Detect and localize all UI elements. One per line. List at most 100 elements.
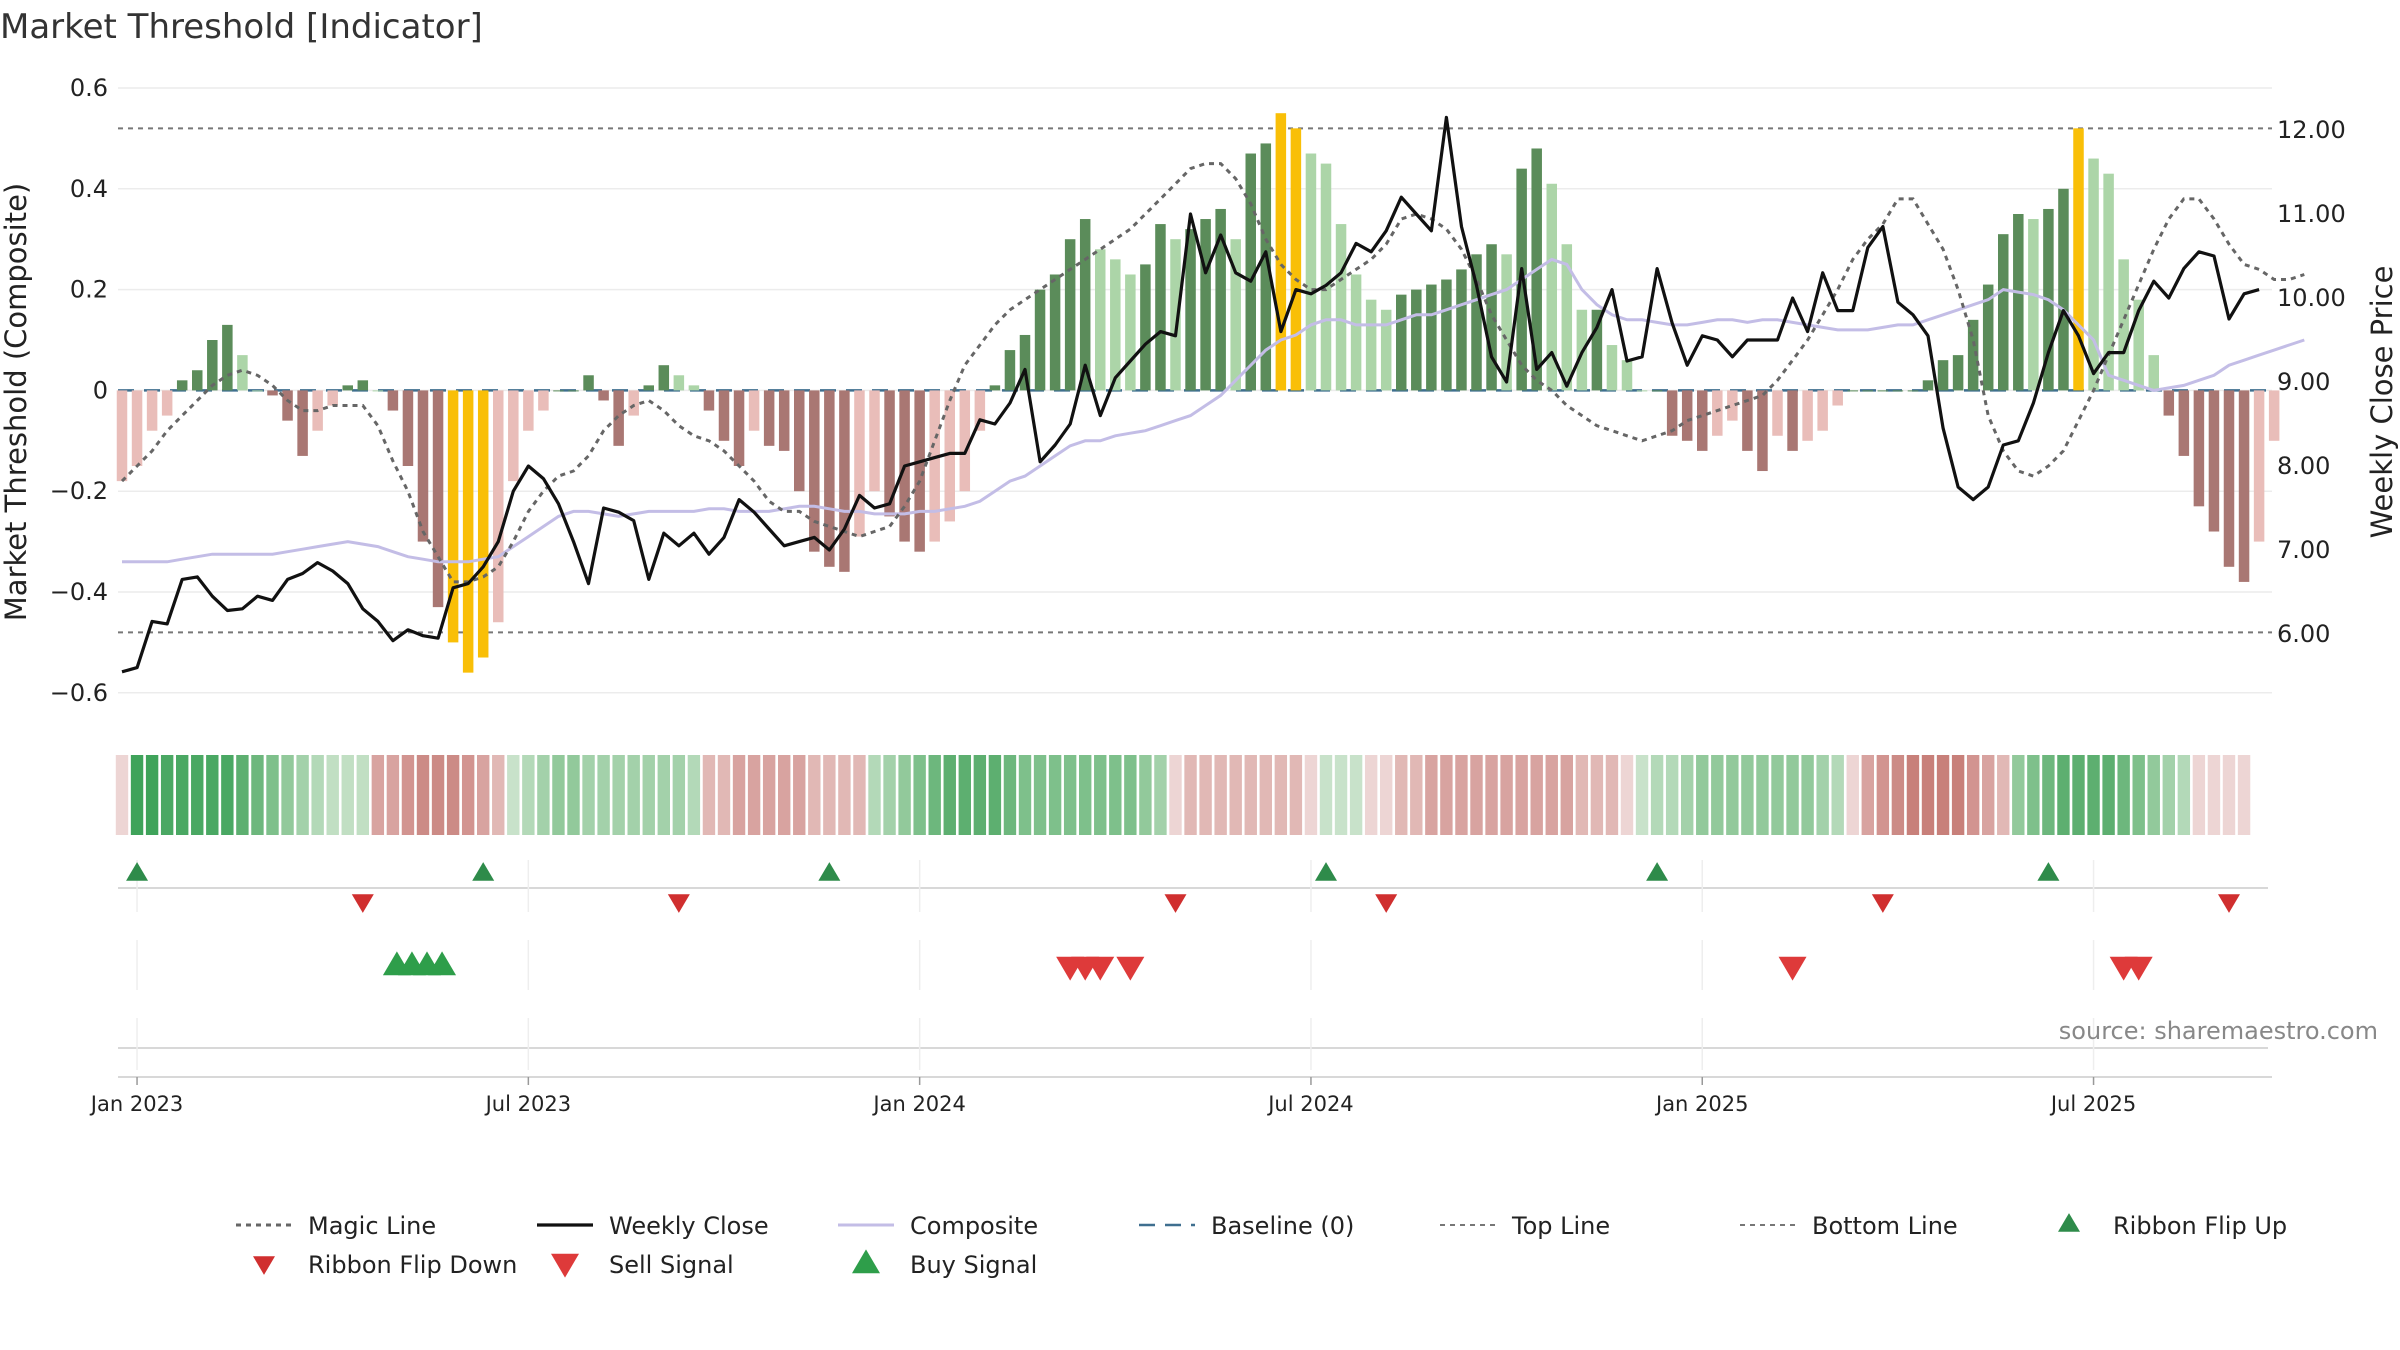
ribbon-cell xyxy=(1380,755,1393,835)
legend-item: Top Line xyxy=(1440,1212,1610,1240)
composite-bar xyxy=(477,390,489,658)
composite-bar xyxy=(568,390,579,392)
ribbon-cell xyxy=(1094,755,1107,835)
ribbon-cell xyxy=(1274,755,1288,835)
ribbon-cell xyxy=(958,755,971,835)
ribbon-flip-up-marker xyxy=(472,862,495,881)
weekly-close-line xyxy=(121,115,2260,674)
composite-bar xyxy=(252,390,263,392)
composite-bar xyxy=(1621,360,1633,391)
ribbon-cell xyxy=(898,755,911,835)
composite-bar xyxy=(2253,390,2265,542)
legend-swatch xyxy=(852,1249,880,1274)
ribbon-cell xyxy=(1545,755,1558,835)
composite-bar xyxy=(207,340,218,391)
composite-bar xyxy=(1049,274,1061,391)
composite-bar xyxy=(2238,390,2250,582)
composite-bar xyxy=(2133,299,2144,391)
composite-bar xyxy=(1365,299,1377,391)
composite-bar xyxy=(2013,214,2024,391)
ribbon-cell xyxy=(236,755,249,835)
composite-bar xyxy=(432,390,444,608)
x-tick-label: Jul 2023 xyxy=(484,1092,571,1116)
composite-bar xyxy=(176,380,188,391)
composite-bar xyxy=(1411,289,1422,391)
composite-bar xyxy=(1727,390,1738,421)
composite-bar xyxy=(1125,274,1136,391)
composite-bar xyxy=(2193,390,2205,507)
left-tick-label: −0.6 xyxy=(50,679,108,707)
ribbon-cell xyxy=(1214,755,1227,835)
ribbon-cell xyxy=(477,755,490,835)
ribbon-cell xyxy=(1846,755,1859,835)
ribbon-flip-up-marker xyxy=(1315,862,1337,881)
ribbon-cell xyxy=(1696,755,1709,835)
ribbon-cell xyxy=(2072,755,2085,835)
ribbon-cell xyxy=(2162,755,2175,835)
left-tick-label: −0.4 xyxy=(50,578,108,606)
ribbon-cell xyxy=(1620,755,1634,835)
left-axis-ticks: 0.6 0.4 0.2 0 −0.2 −0.4 −0.6 xyxy=(50,74,108,707)
ribbon-cell xyxy=(1711,755,1724,835)
left-tick-label: 0.6 xyxy=(70,74,108,102)
ribbon-cell xyxy=(1319,755,1333,835)
x-tick-label: Jul 2025 xyxy=(2049,1092,2136,1116)
ribbon-cell xyxy=(1395,755,1408,835)
legend-item: Weekly Close xyxy=(537,1212,769,1240)
composite-bar xyxy=(1396,294,1407,391)
composite-bar xyxy=(2268,390,2280,441)
composite-bar xyxy=(1666,390,1678,436)
composite-bar xyxy=(1095,249,1106,391)
series-lines xyxy=(120,115,2305,674)
ribbon-cell xyxy=(341,755,354,835)
ribbon-cell xyxy=(2132,755,2145,835)
ribbon-cell xyxy=(1951,755,1965,835)
composite-bar xyxy=(327,390,338,406)
ribbon-cell xyxy=(1756,755,1769,835)
ribbon-cell xyxy=(913,755,926,835)
composite-bar xyxy=(1305,153,1317,391)
composite-bar xyxy=(523,390,534,431)
composite-bar xyxy=(1772,390,1783,436)
composite-bar xyxy=(1922,380,1934,391)
ribbon-cell xyxy=(221,755,234,835)
composite-bar xyxy=(1350,274,1362,391)
legend-item: Baseline (0) xyxy=(1139,1212,1354,1240)
composite-bar xyxy=(1215,208,1226,391)
ribbon-cell xyxy=(1560,755,1573,835)
ribbon-cell xyxy=(1861,755,1874,835)
composite-bar xyxy=(1591,309,1603,391)
composite-bar xyxy=(372,390,384,392)
composite-bar xyxy=(2118,259,2129,391)
ribbon-cell xyxy=(1605,755,1619,835)
ribbon-cell xyxy=(1786,755,1799,835)
ribbon-cell xyxy=(988,755,1002,835)
ribbon-cell xyxy=(1681,755,1694,835)
composite-bar xyxy=(944,390,955,522)
composite-bar xyxy=(1456,269,1467,391)
composite-bar xyxy=(959,390,971,492)
ribbon-cell xyxy=(778,755,791,835)
composite-bar xyxy=(538,390,549,411)
ribbon-cell xyxy=(928,755,941,835)
composite-bar xyxy=(1140,264,1151,391)
legend-label: Weekly Close xyxy=(609,1212,769,1240)
ribbon-cell xyxy=(492,755,505,835)
composite-bar xyxy=(402,390,414,466)
composite-bar xyxy=(974,390,986,431)
composite-bar xyxy=(1967,319,1979,391)
composite-bar xyxy=(688,385,700,391)
ribbon-cell xyxy=(2102,755,2115,835)
composite-bar xyxy=(2148,355,2159,391)
ribbon-cell xyxy=(1470,755,1483,835)
composite-bar xyxy=(718,390,730,441)
ribbon-cell xyxy=(160,755,174,835)
right-tick-label: 12.00 xyxy=(2277,116,2346,144)
ribbon-cell xyxy=(1590,755,1604,835)
composite-bar xyxy=(447,390,459,643)
right-tick-label: 11.00 xyxy=(2277,200,2346,228)
ribbon-cell xyxy=(627,755,640,835)
ribbon-cell xyxy=(1304,755,1318,835)
ribbon-cell xyxy=(522,755,535,835)
ribbon-flip-down-marker xyxy=(351,894,374,913)
